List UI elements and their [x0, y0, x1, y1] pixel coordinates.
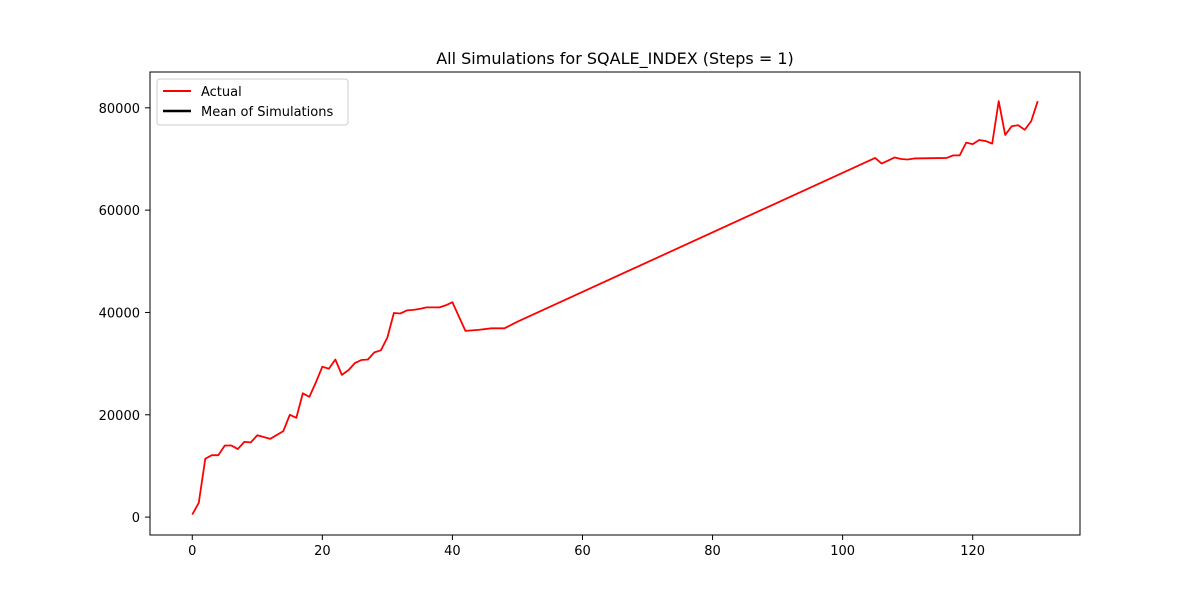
- x-tick-label: 20: [314, 544, 331, 559]
- x-axis: 0 20 40 60 80 100 120: [188, 535, 985, 559]
- legend: Actual Mean of Simulations: [156, 78, 349, 126]
- x-tick-label: 100: [830, 544, 855, 559]
- plot-area: [149, 71, 1081, 536]
- chart-title: All Simulations for SQALE_INDEX (Steps =…: [436, 49, 794, 69]
- y-tick-label: 20000: [99, 409, 140, 424]
- x-tick-label: 80: [704, 544, 721, 559]
- legend-label-mean: Mean of Simulations: [201, 105, 333, 120]
- y-axis: 0 20000 40000 60000 80000: [99, 102, 150, 526]
- y-tick-label: 80000: [99, 102, 140, 117]
- y-tick-label: 0: [132, 511, 140, 526]
- legend-box: [156, 78, 349, 126]
- y-tick-label: 40000: [99, 306, 140, 321]
- y-tick-label: 60000: [99, 204, 140, 219]
- series-group: [191, 100, 1039, 515]
- x-tick-label: 40: [444, 544, 461, 559]
- series-line-actual: [191, 100, 1039, 515]
- x-tick-label: 120: [960, 544, 985, 559]
- legend-label-actual: Actual: [201, 85, 242, 100]
- x-tick-label: 60: [574, 544, 591, 559]
- x-tick-label: 0: [188, 544, 196, 559]
